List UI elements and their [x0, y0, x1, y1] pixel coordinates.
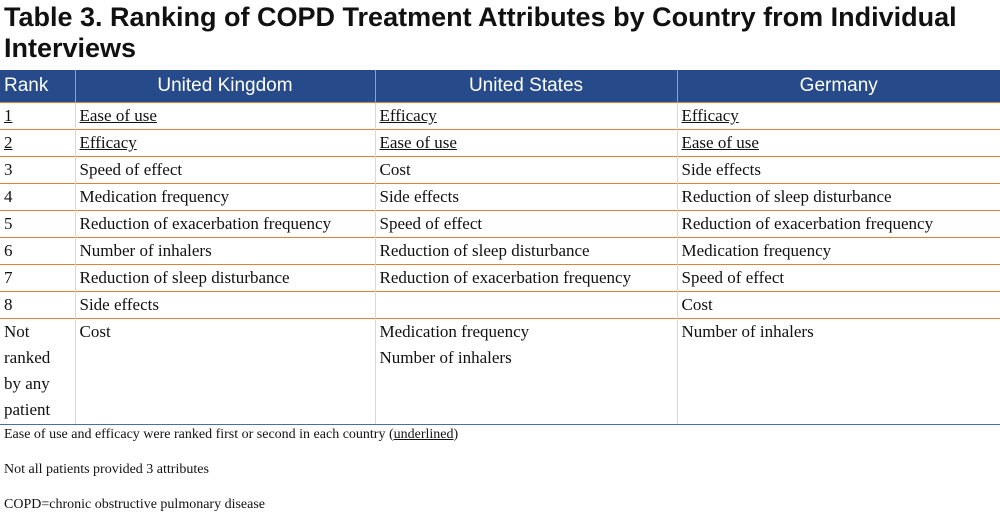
footnote-copd-definition: COPD=chronic obstructive pulmonary disea…	[4, 497, 994, 513]
table-row: 4 Medication frequency Side effects Redu…	[0, 184, 1000, 211]
uk-cell: Side effects	[75, 292, 375, 319]
not-ranked-label-line: ranked	[4, 345, 75, 371]
germany-cell: Cost	[677, 292, 1000, 319]
germany-cell: Reduction of exacerbation frequency	[677, 211, 1000, 238]
us-cell: Efficacy	[375, 103, 677, 130]
table-title: Table 3. Ranking of COPD Treatment Attri…	[4, 2, 994, 64]
not-ranked-label-line: by any	[4, 371, 75, 397]
uk-cell: Medication frequency	[75, 184, 375, 211]
footnote-underlined-word: underlined	[394, 427, 454, 442]
not-ranked-item: Cost	[80, 319, 375, 345]
rank-cell: 3	[0, 157, 75, 184]
not-ranked-label-line: Not	[4, 319, 75, 345]
germany-cell: Side effects	[677, 157, 1000, 184]
uk-not-ranked-cell: Cost	[75, 319, 375, 425]
uk-cell: Reduction of sleep disturbance	[75, 265, 375, 292]
not-ranked-label: Not ranked by any patient	[0, 319, 75, 425]
us-cell	[375, 292, 677, 319]
not-ranked-item: Number of inhalers	[682, 319, 1000, 345]
footnote-attributes: Not all patients provided 3 attributes	[4, 462, 994, 478]
uk-cell: Speed of effect	[75, 157, 375, 184]
rank-cell: 6	[0, 238, 75, 265]
header-united-kingdom: United Kingdom	[75, 70, 375, 103]
table-row: 8 Side effects Cost	[0, 292, 1000, 319]
us-cell: Ease of use	[375, 130, 677, 157]
us-not-ranked-cell: Medication frequency Number of inhalers	[375, 319, 677, 425]
not-ranked-item: Medication frequency	[380, 319, 677, 345]
table-row: 6 Number of inhalers Reduction of sleep …	[0, 238, 1000, 265]
us-cell: Reduction of exacerbation frequency	[375, 265, 677, 292]
not-ranked-row: Not ranked by any patient Cost Medicatio…	[0, 319, 1000, 425]
not-ranked-item: Number of inhalers	[380, 345, 677, 371]
header-united-states: United States	[375, 70, 677, 103]
germany-not-ranked-cell: Number of inhalers	[677, 319, 1000, 425]
footnote-text: Ease of use and efficacy were ranked fir…	[4, 427, 394, 442]
table-header-row: Rank United Kingdom United States German…	[0, 70, 1000, 103]
rank-cell: 4	[0, 184, 75, 211]
germany-cell: Medication frequency	[677, 238, 1000, 265]
table-row: 1 Ease of use Efficacy Efficacy	[0, 103, 1000, 130]
table-row: 2 Efficacy Ease of use Ease of use	[0, 130, 1000, 157]
germany-cell: Reduction of sleep disturbance	[677, 184, 1000, 211]
footnote-underline-explanation: Ease of use and efficacy were ranked fir…	[4, 427, 994, 443]
header-germany: Germany	[677, 70, 1000, 103]
rank-cell: 1	[0, 103, 75, 130]
us-cell: Speed of effect	[375, 211, 677, 238]
ranking-table: Rank United Kingdom United States German…	[0, 70, 1000, 425]
rank-cell: 2	[0, 130, 75, 157]
us-cell: Cost	[375, 157, 677, 184]
rank-cell: 7	[0, 265, 75, 292]
uk-cell: Ease of use	[75, 103, 375, 130]
uk-cell: Reduction of exacerbation frequency	[75, 211, 375, 238]
uk-cell: Number of inhalers	[75, 238, 375, 265]
footnotes: Ease of use and efficacy were ranked fir…	[4, 427, 994, 532]
germany-cell: Efficacy	[677, 103, 1000, 130]
germany-cell: Ease of use	[677, 130, 1000, 157]
rank-cell: 5	[0, 211, 75, 238]
header-rank: Rank	[0, 70, 75, 103]
table-row: 5 Reduction of exacerbation frequency Sp…	[0, 211, 1000, 238]
germany-cell: Speed of effect	[677, 265, 1000, 292]
uk-cell: Efficacy	[75, 130, 375, 157]
rank-cell: 8	[0, 292, 75, 319]
table-row: 7 Reduction of sleep disturbance Reducti…	[0, 265, 1000, 292]
not-ranked-label-line: patient	[4, 397, 75, 423]
us-cell: Side effects	[375, 184, 677, 211]
us-cell: Reduction of sleep disturbance	[375, 238, 677, 265]
footnote-text: )	[454, 427, 459, 442]
table-row: 3 Speed of effect Cost Side effects	[0, 157, 1000, 184]
